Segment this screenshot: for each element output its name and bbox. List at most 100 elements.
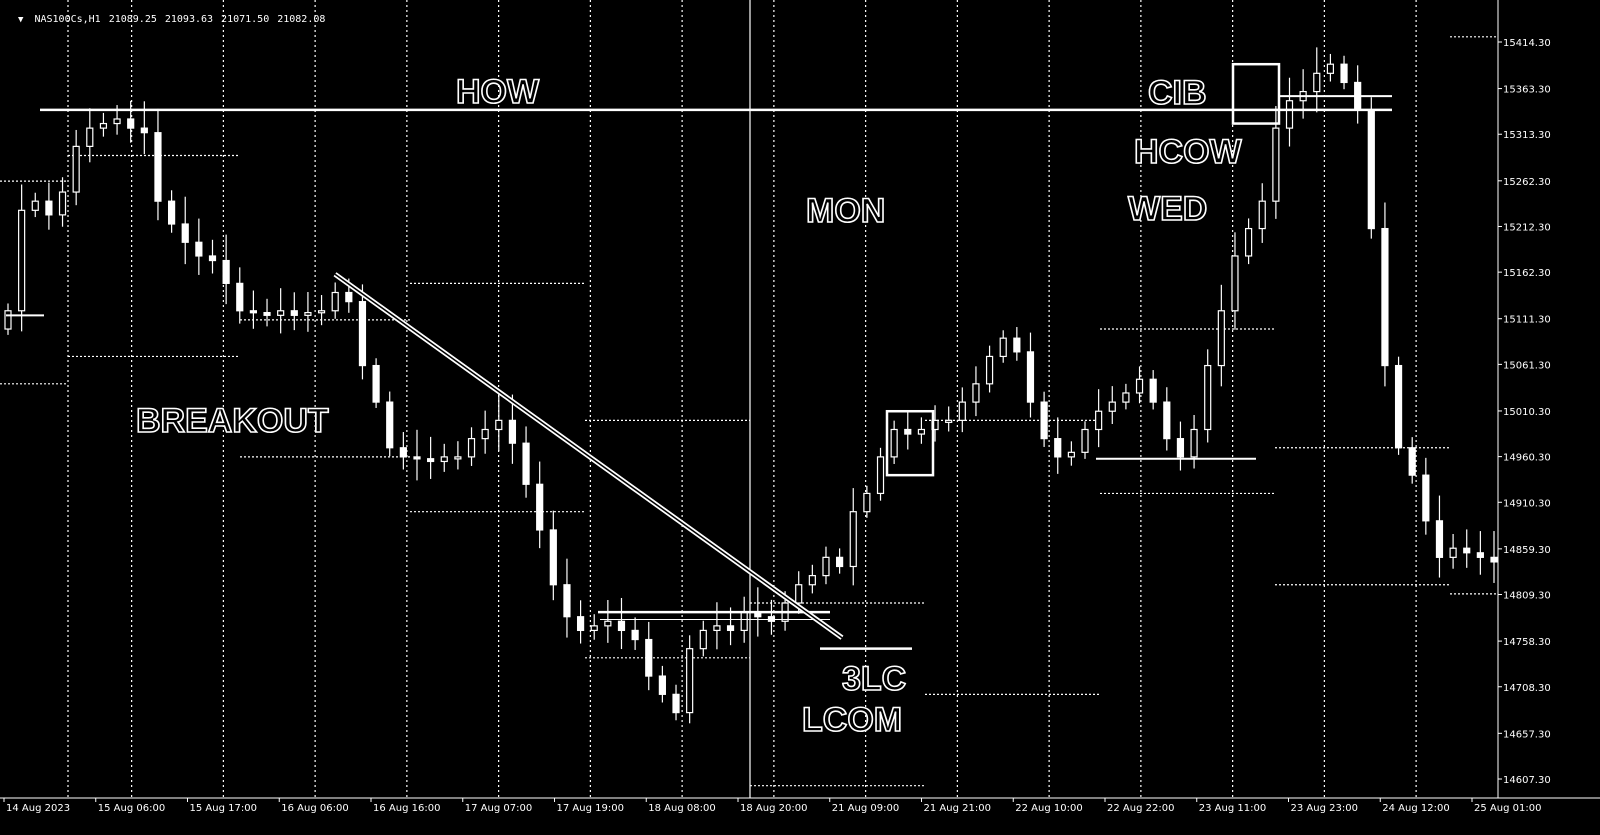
- candle-body: [1326, 63, 1335, 74]
- candle-body: [345, 291, 353, 303]
- candle-body: [290, 310, 298, 316]
- candle-body: [331, 291, 339, 312]
- candle-body: [1408, 447, 1416, 476]
- candle-body: [522, 442, 530, 485]
- candle-body: [140, 127, 148, 134]
- price-tick-label: 15313.30: [1503, 130, 1551, 141]
- candle-body: [1258, 200, 1266, 230]
- candle-body: [127, 118, 135, 129]
- candle-body: [958, 401, 966, 421]
- candle-body: [658, 675, 666, 695]
- price-tick-label: 14809.30: [1503, 591, 1551, 602]
- price-tick-label: 14758.30: [1503, 637, 1551, 648]
- candle-body: [427, 458, 435, 463]
- candle-body: [1190, 428, 1198, 458]
- candle-body: [590, 625, 598, 632]
- symbol-timeframe: NAS100Cs,H1: [34, 14, 101, 25]
- candle-body: [358, 301, 367, 367]
- candle-body: [1026, 351, 1035, 403]
- time-tick-label: 21 Aug 21:00: [924, 803, 991, 814]
- time-tick-label: 22 Aug 10:00: [1015, 803, 1082, 814]
- time-tick-label: 14 Aug 2023: [6, 803, 70, 814]
- candle-body: [72, 145, 80, 193]
- candle-body: [440, 456, 448, 463]
- candle-body: [1204, 364, 1212, 431]
- candle-body: [31, 200, 39, 211]
- candle-body: [181, 223, 189, 243]
- candle-body: [672, 693, 680, 714]
- candle-body: [604, 620, 612, 627]
- candle-body: [1217, 310, 1225, 367]
- time-tick-label: 23 Aug 23:00: [1291, 803, 1358, 814]
- candle-body: [195, 241, 203, 257]
- candle-body: [1449, 547, 1457, 558]
- candle-body: [372, 364, 380, 403]
- candle-body: [317, 310, 326, 314]
- dropdown-triangle-icon[interactable]: ▼: [18, 15, 24, 25]
- candle-body: [99, 122, 108, 129]
- candle-body: [945, 419, 953, 423]
- candle-body: [713, 625, 721, 632]
- cib-box: [1231, 62, 1281, 125]
- candle-body: [726, 625, 735, 632]
- price-tick-label: 15262.30: [1503, 177, 1551, 188]
- candle-body: [917, 428, 926, 435]
- price-tick-label: 14708.30: [1503, 683, 1551, 694]
- time-tick-label: 22 Aug 22:00: [1107, 803, 1174, 814]
- candle-body: [549, 529, 557, 586]
- breakout-label: BREAKOUT: [136, 402, 329, 440]
- candle-body: [167, 200, 176, 225]
- cib-label: CIB: [1148, 74, 1207, 112]
- candle-body: [795, 584, 803, 604]
- candle-body: [236, 282, 244, 312]
- candle-body: [1272, 127, 1280, 202]
- candle-body: [1122, 392, 1130, 403]
- candle-body: [1285, 100, 1294, 129]
- time-tick-label: 17 Aug 07:00: [465, 803, 532, 814]
- price-tick-label: 14960.30: [1503, 453, 1551, 464]
- candle-body: [399, 447, 407, 458]
- time-tick-label: 18 Aug 20:00: [740, 803, 807, 814]
- time-tick-label: 18 Aug 08:00: [648, 803, 715, 814]
- candle-body: [467, 438, 476, 458]
- candle-body: [1149, 378, 1157, 403]
- time-tick-label: 16 Aug 06:00: [281, 803, 348, 814]
- three-lc-label: 3LC: [842, 660, 906, 698]
- candle-body: [58, 191, 67, 216]
- candle-body: [1013, 337, 1021, 353]
- price-tick-label: 15061.30: [1503, 360, 1551, 371]
- candle-body: [249, 310, 257, 314]
- hcow-label: HCOW: [1134, 133, 1243, 171]
- candle-body: [836, 556, 844, 568]
- header-close: 21082.08: [277, 14, 326, 25]
- candle-body: [1367, 109, 1375, 230]
- candle-body: [1081, 428, 1089, 453]
- candle-body: [263, 311, 271, 316]
- header-low: 21071.50: [221, 14, 270, 25]
- price-tick-label: 15414.30: [1503, 38, 1551, 49]
- candle-body: [699, 629, 707, 650]
- candle-body: [972, 383, 980, 403]
- candle-body: [1108, 401, 1116, 412]
- candle-body: [413, 456, 421, 460]
- time-tick-label: 15 Aug 06:00: [98, 803, 165, 814]
- candle-body: [631, 629, 639, 641]
- candle-body: [1340, 63, 1348, 84]
- candle-body: [1463, 547, 1471, 554]
- price-tick-label: 15111.30: [1503, 315, 1551, 326]
- candle-body: [1381, 227, 1389, 367]
- candle-body: [454, 456, 462, 460]
- time-tick-label: 25 Aug 01:00: [1474, 803, 1541, 814]
- candle-body: [86, 127, 94, 147]
- candle-body: [904, 428, 912, 435]
- wed-label: WED: [1128, 190, 1207, 228]
- candle-body: [495, 419, 503, 431]
- price-tick-label: 14607.30: [1503, 775, 1551, 786]
- candle-body: [1163, 401, 1171, 440]
- candle-body: [849, 511, 857, 568]
- header-open: 21089.25: [108, 14, 157, 25]
- candle-body: [1095, 410, 1103, 431]
- how-label: HOW: [456, 73, 540, 111]
- price-tick-label: 15212.30: [1503, 222, 1551, 233]
